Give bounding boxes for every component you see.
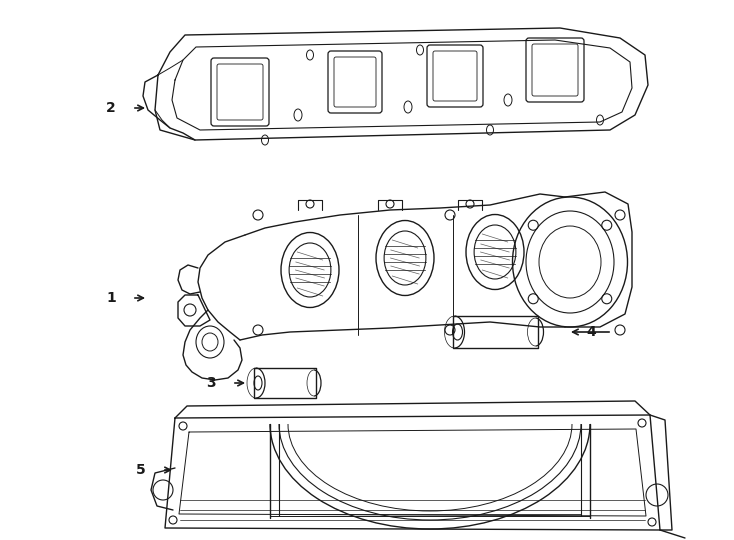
Text: 5: 5 [137, 463, 146, 477]
Text: 4: 4 [586, 325, 596, 339]
Text: 2: 2 [106, 101, 116, 115]
Text: 1: 1 [106, 291, 116, 305]
Text: 3: 3 [206, 376, 216, 390]
